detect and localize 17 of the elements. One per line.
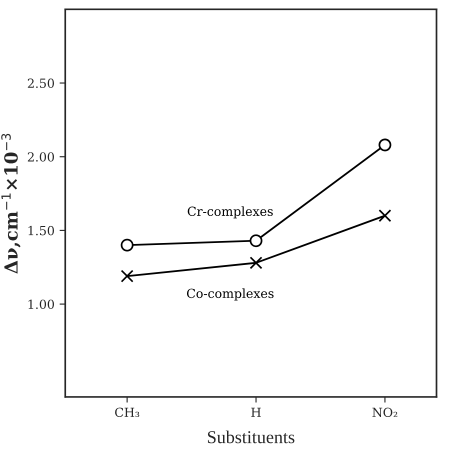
x-tick-label: CH₃ bbox=[115, 408, 140, 418]
y-tick-label: 1.50 bbox=[28, 226, 54, 236]
y-tick-label: 2.50 bbox=[28, 78, 54, 88]
point bbox=[120, 270, 134, 282]
y-tick-label: 2.00 bbox=[28, 152, 54, 162]
x-tick-label: H bbox=[251, 408, 261, 417]
x-axis-title: Substituents bbox=[208, 430, 294, 444]
x-tick-label: NO₂ bbox=[372, 408, 398, 418]
point bbox=[378, 209, 392, 222]
point bbox=[250, 256, 262, 270]
y-tick-label: 1.00 bbox=[28, 300, 54, 310]
point bbox=[120, 238, 134, 252]
series-label: Cr-complexes bbox=[188, 206, 273, 218]
point bbox=[378, 138, 392, 152]
y-axis-title: Δν,cm$^{−1}$×10$^{−3}$ bbox=[1, 134, 21, 274]
point bbox=[250, 234, 262, 248]
series-label: Co-complexes bbox=[186, 288, 274, 301]
